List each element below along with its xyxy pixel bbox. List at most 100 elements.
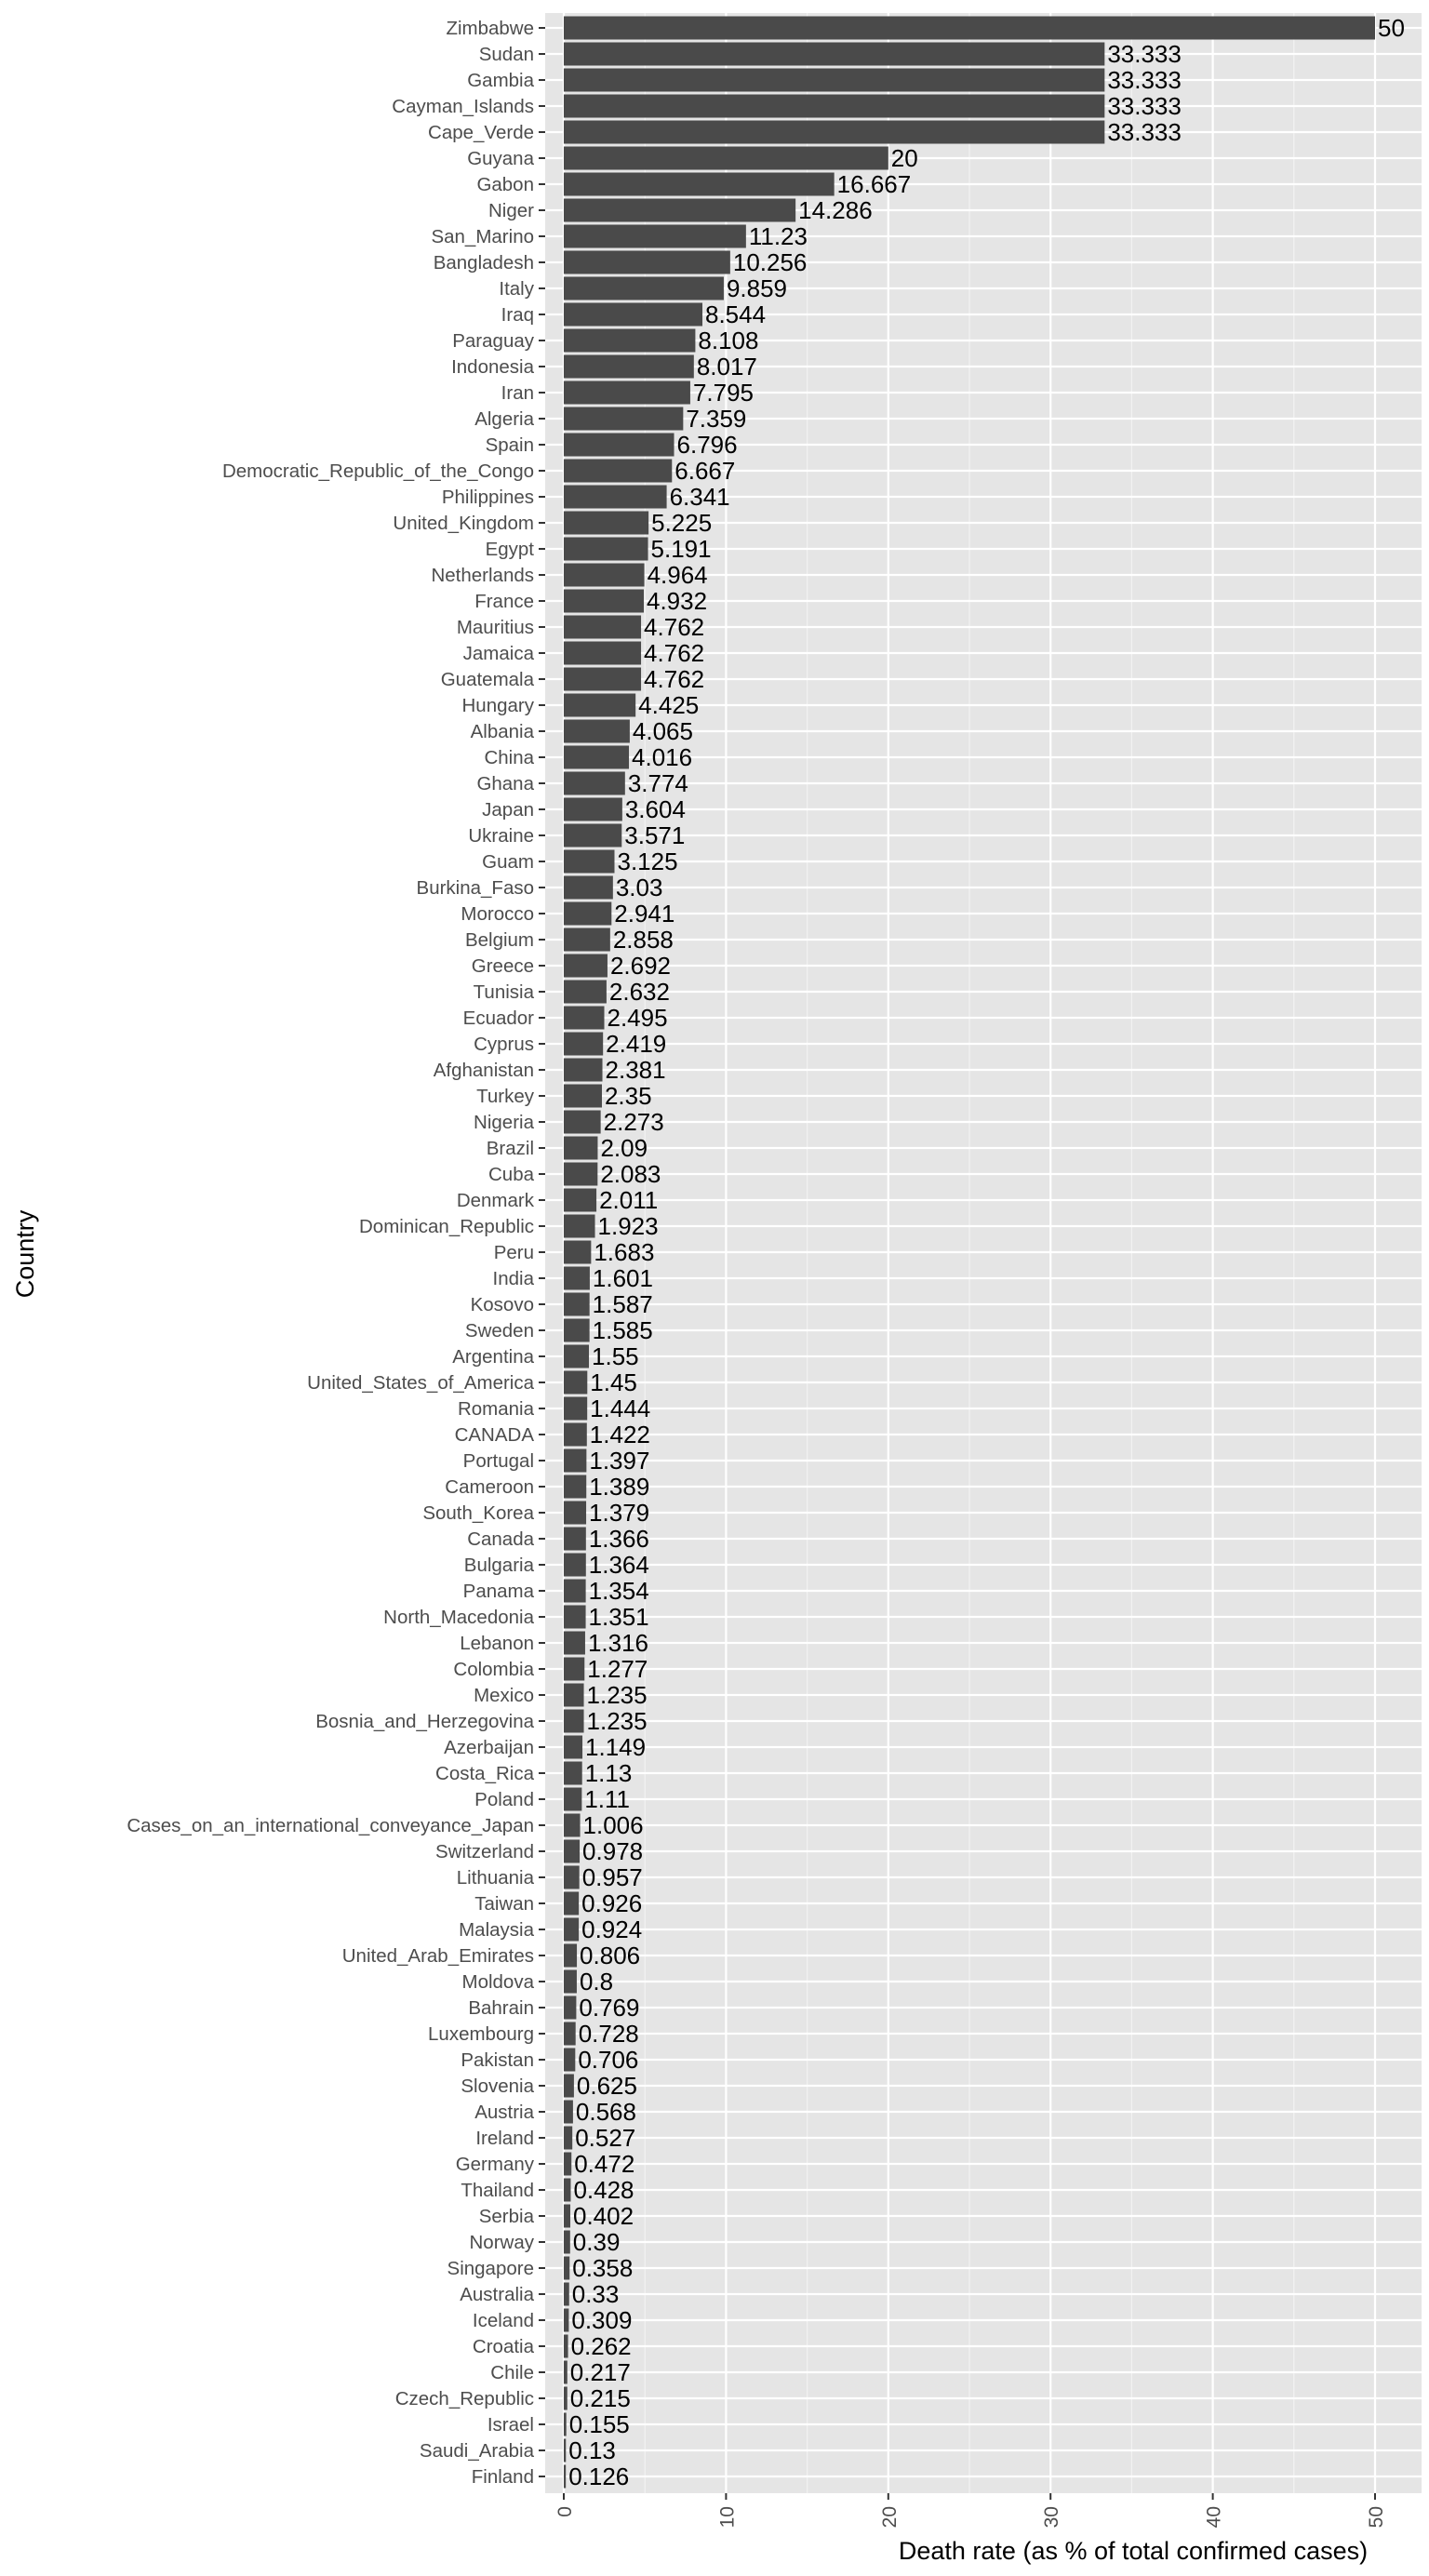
y-tick-label: Peru xyxy=(494,1242,534,1263)
y-tick-label: Azerbaijan xyxy=(444,1737,534,1758)
bar-value-label: 1.601 xyxy=(593,1264,653,1292)
bar-value-label: 0.472 xyxy=(574,2150,634,2178)
bar xyxy=(564,2386,568,2410)
bar-value-label: 2.381 xyxy=(606,1056,666,1084)
bar xyxy=(564,2178,571,2202)
bar xyxy=(564,250,730,274)
y-tick-label: Guam xyxy=(482,851,534,873)
bar xyxy=(564,2230,570,2254)
y-tick-label: Guyana xyxy=(467,148,534,169)
bar-value-label: 33.333 xyxy=(1107,66,1182,94)
bar xyxy=(564,1527,586,1551)
bar-value-label: 16.667 xyxy=(837,170,912,198)
bar xyxy=(564,1865,580,1889)
bars-group xyxy=(564,16,1375,2489)
bar xyxy=(564,1709,584,1733)
y-tick-label: Lebanon xyxy=(460,1633,534,1654)
y-tick-label: Algeria xyxy=(474,408,534,430)
bar xyxy=(564,1006,605,1030)
bar-value-label: 2.632 xyxy=(609,978,670,1006)
bar-value-label: 0.568 xyxy=(576,2098,636,2126)
x-tick-label: 10 xyxy=(716,2506,738,2528)
bar xyxy=(564,1605,586,1629)
y-tick-label: Panama xyxy=(463,1581,535,1602)
bar xyxy=(564,2204,571,2228)
y-tick-label: CANADA xyxy=(455,1424,535,1446)
y-tick-label: Mexico xyxy=(474,1685,534,1706)
y-tick-label: Bulgaria xyxy=(464,1555,535,1576)
bar xyxy=(564,328,696,353)
bar-value-label: 2.419 xyxy=(606,1030,666,1058)
bar xyxy=(564,2100,573,2124)
y-tick-label: Niger xyxy=(488,200,534,221)
bar-value-label: 0.402 xyxy=(573,2202,634,2230)
bar-value-label: 1.11 xyxy=(584,1785,630,1813)
bar-value-label: 7.359 xyxy=(686,405,746,433)
bar-value-label: 0.957 xyxy=(582,1863,643,1891)
bar-value-label: 1.366 xyxy=(589,1525,649,1553)
y-tick-label: Netherlands xyxy=(431,565,534,586)
bar-value-label: 1.55 xyxy=(592,1342,639,1370)
y-tick-label: Iraq xyxy=(501,304,534,326)
bar xyxy=(564,1240,592,1264)
bar-value-label: 11.23 xyxy=(749,222,808,250)
bar xyxy=(564,1110,601,1134)
bar-value-label: 0.706 xyxy=(578,2046,638,2074)
y-axis-title: Country xyxy=(11,1209,39,1298)
bar-value-label: 2.273 xyxy=(604,1108,664,1136)
bar-value-label: 0.428 xyxy=(573,2176,634,2204)
value-labels-group: 5033.33333.33333.33333.3332016.66714.286… xyxy=(568,14,1405,2490)
bar-value-label: 8.544 xyxy=(705,300,766,328)
y-tick-label: Costa_Rica xyxy=(435,1763,535,1784)
bar xyxy=(564,1735,583,1759)
bar xyxy=(564,2152,572,2176)
bar-value-label: 2.692 xyxy=(610,952,671,980)
y-tick-label: Croatia xyxy=(473,2336,535,2357)
y-tick-label: Paraguay xyxy=(452,330,535,352)
bar-value-label: 2.09 xyxy=(600,1134,648,1162)
y-tick-label: Slovenia xyxy=(461,2075,534,2097)
bar xyxy=(564,1943,578,1968)
bar xyxy=(564,1266,590,1290)
y-tick-label: Pakistan xyxy=(461,2049,534,2071)
y-tick-label: Malaysia xyxy=(459,1919,534,1941)
bar-value-label: 1.683 xyxy=(594,1238,654,1266)
bar-value-label: 1.235 xyxy=(587,1681,648,1709)
y-tick-label: Moldova xyxy=(462,1971,535,1993)
bar-value-label: 7.795 xyxy=(693,379,754,407)
y-tick-label: United_States_of_America xyxy=(307,1372,534,1394)
y-tick-label: Switzerland xyxy=(435,1841,534,1862)
bar-value-label: 20 xyxy=(891,144,918,172)
y-tick-label: Afghanistan xyxy=(434,1060,534,1081)
y-tick-label: Albania xyxy=(471,721,535,742)
y-tick-label: Cameroon xyxy=(445,1476,534,1498)
bar xyxy=(564,120,1105,144)
bar-value-label: 1.422 xyxy=(590,1421,650,1448)
y-tick-label: Czech_Republic xyxy=(395,2388,534,2409)
y-tick-label: Serbia xyxy=(479,2206,535,2227)
bar xyxy=(564,849,615,874)
bar xyxy=(564,1969,577,1994)
bar-value-label: 1.149 xyxy=(585,1733,646,1761)
y-tick-label: Cuba xyxy=(488,1164,535,1185)
bar-value-label: 1.45 xyxy=(590,1368,637,1396)
bar xyxy=(564,771,625,795)
y-tick-label: South_Korea xyxy=(422,1502,534,1524)
bar-value-label: 1.316 xyxy=(588,1629,648,1657)
bar xyxy=(564,2048,576,2072)
bar xyxy=(564,1162,598,1186)
bar-value-label: 3.774 xyxy=(628,769,688,797)
bar-value-label: 14.286 xyxy=(798,196,873,224)
bar xyxy=(564,823,622,848)
y-tick-label: India xyxy=(493,1268,535,1289)
y-tick-label: Lithuania xyxy=(457,1867,535,1889)
bar-value-label: 1.364 xyxy=(589,1551,649,1579)
bar-value-label: 1.351 xyxy=(589,1603,649,1631)
bar-value-label: 0.358 xyxy=(572,2254,633,2282)
bar xyxy=(564,433,674,457)
bar xyxy=(564,667,642,691)
y-tick-label: Ukraine xyxy=(468,825,534,847)
y-tick-label: Cases_on_an_international_conveyance_Jap… xyxy=(127,1815,534,1836)
y-tick-label: Thailand xyxy=(461,2180,534,2201)
y-tick-label: Zimbabwe xyxy=(446,18,534,39)
